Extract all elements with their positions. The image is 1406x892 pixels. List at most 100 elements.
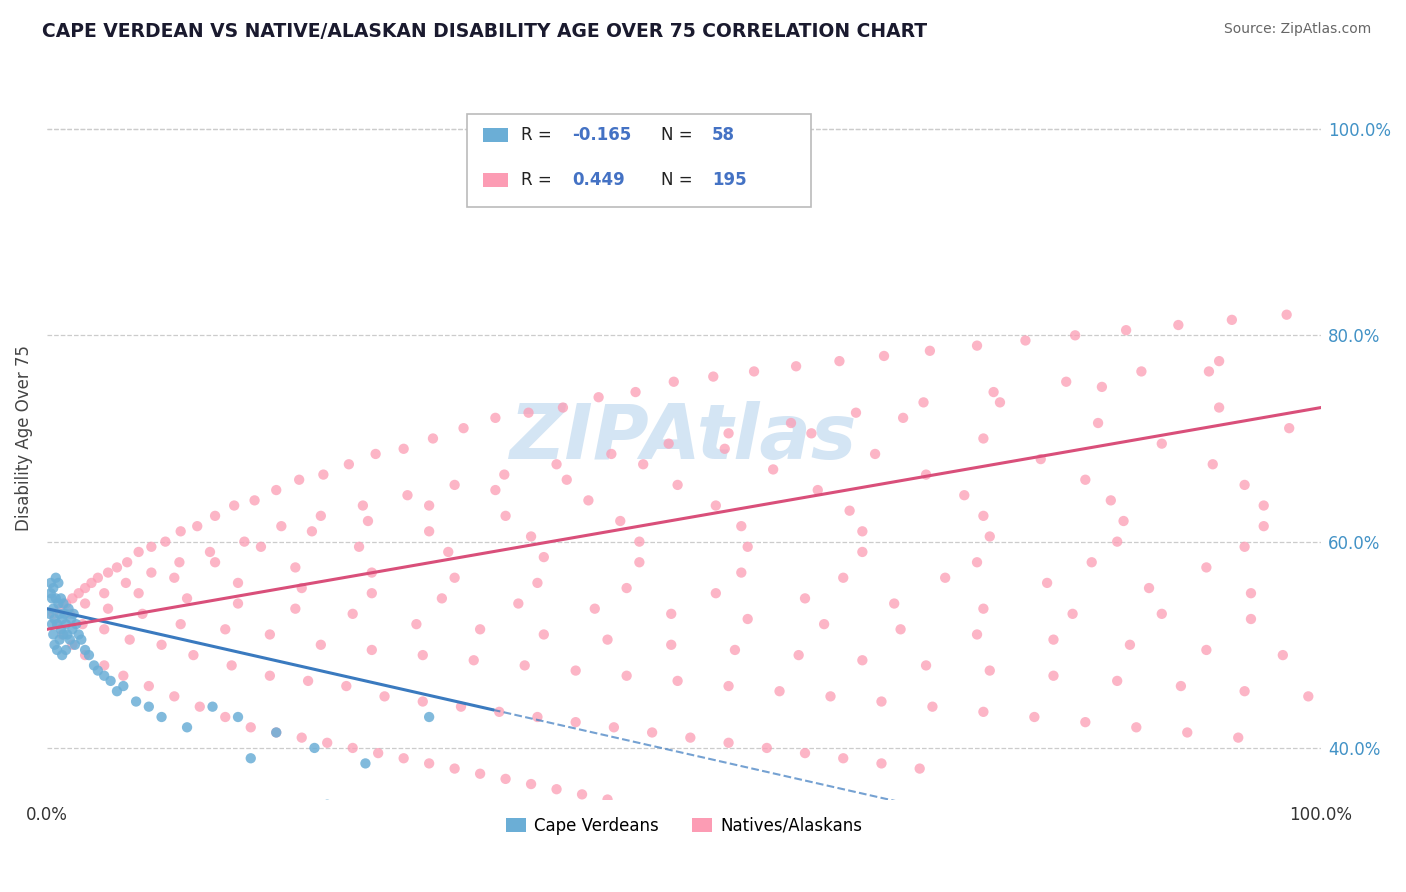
- Point: [67, 627, 90, 641]
- Point: [820, 690, 842, 704]
- Point: [288, 473, 311, 487]
- Point: [93, 623, 115, 637]
- Point: [138, 679, 160, 693]
- Point: [1014, 334, 1036, 348]
- Point: [418, 499, 440, 513]
- Point: [59, 632, 82, 647]
- Point: [115, 575, 138, 590]
- Point: [301, 524, 323, 539]
- Point: [112, 669, 135, 683]
- Point: [628, 534, 651, 549]
- Point: [1208, 354, 1230, 368]
- Point: [374, 690, 396, 704]
- Point: [72, 617, 94, 632]
- Point: [1099, 493, 1122, 508]
- Point: [291, 731, 314, 745]
- Point: [659, 638, 682, 652]
- Point: [484, 410, 506, 425]
- Text: N =: N =: [661, 126, 697, 145]
- Point: [48, 632, 70, 647]
- Point: [1029, 452, 1052, 467]
- Point: [953, 488, 976, 502]
- Point: [39, 586, 62, 600]
- Point: [794, 591, 817, 606]
- Point: [48, 607, 70, 621]
- Point: [787, 648, 810, 662]
- Point: [851, 653, 873, 667]
- Point: [704, 586, 727, 600]
- Point: [484, 483, 506, 497]
- Point: [800, 426, 823, 441]
- Point: [316, 736, 339, 750]
- Point: [364, 447, 387, 461]
- Point: [526, 575, 548, 590]
- FancyBboxPatch shape: [467, 113, 811, 208]
- Point: [1167, 318, 1189, 332]
- Point: [186, 519, 208, 533]
- Point: [807, 483, 830, 497]
- Point: [1137, 581, 1160, 595]
- Point: [1107, 673, 1129, 688]
- Point: [717, 736, 740, 750]
- Point: [450, 699, 472, 714]
- Point: [443, 478, 465, 492]
- Point: [128, 545, 150, 559]
- Point: [468, 766, 491, 780]
- Point: [392, 442, 415, 456]
- Point: [259, 627, 281, 641]
- Point: [118, 632, 141, 647]
- Point: [966, 338, 988, 352]
- Point: [1112, 514, 1135, 528]
- Point: [780, 416, 803, 430]
- Point: [443, 762, 465, 776]
- Point: [163, 571, 186, 585]
- Point: [250, 540, 273, 554]
- Point: [1220, 313, 1243, 327]
- Text: CAPE VERDEAN VS NATIVE/ALASKAN DISABILITY AGE OVER 75 CORRELATION CHART: CAPE VERDEAN VS NATIVE/ALASKAN DISABILIT…: [42, 22, 928, 41]
- Point: [571, 788, 593, 802]
- Point: [297, 673, 319, 688]
- Point: [48, 601, 70, 615]
- Point: [75, 581, 97, 595]
- Point: [45, 571, 67, 585]
- Point: [42, 627, 65, 641]
- Point: [890, 623, 912, 637]
- FancyBboxPatch shape: [482, 173, 508, 187]
- Point: [513, 658, 536, 673]
- Point: [239, 720, 262, 734]
- Point: [270, 519, 292, 533]
- Point: [224, 499, 246, 513]
- Point: [813, 617, 835, 632]
- Point: [628, 555, 651, 569]
- Point: [259, 669, 281, 683]
- Point: [1233, 540, 1256, 554]
- Point: [966, 627, 988, 641]
- Point: [979, 664, 1001, 678]
- Point: [337, 457, 360, 471]
- Point: [1278, 421, 1301, 435]
- Point: [794, 746, 817, 760]
- Point: [891, 410, 914, 425]
- Point: [44, 612, 66, 626]
- Point: [112, 679, 135, 693]
- Point: [49, 623, 72, 637]
- Point: [979, 529, 1001, 543]
- Point: [170, 617, 193, 632]
- Point: [55, 617, 77, 632]
- Point: [360, 586, 382, 600]
- Point: [832, 751, 855, 765]
- Point: [934, 571, 956, 585]
- Point: [204, 555, 226, 569]
- Point: [430, 591, 453, 606]
- Point: [316, 797, 339, 812]
- Point: [150, 710, 173, 724]
- Point: [204, 508, 226, 523]
- Point: [357, 514, 380, 528]
- Point: [46, 617, 69, 632]
- Point: [713, 442, 735, 456]
- Point: [155, 534, 177, 549]
- Point: [730, 519, 752, 533]
- Point: [1087, 416, 1109, 430]
- Point: [717, 426, 740, 441]
- Point: [226, 575, 249, 590]
